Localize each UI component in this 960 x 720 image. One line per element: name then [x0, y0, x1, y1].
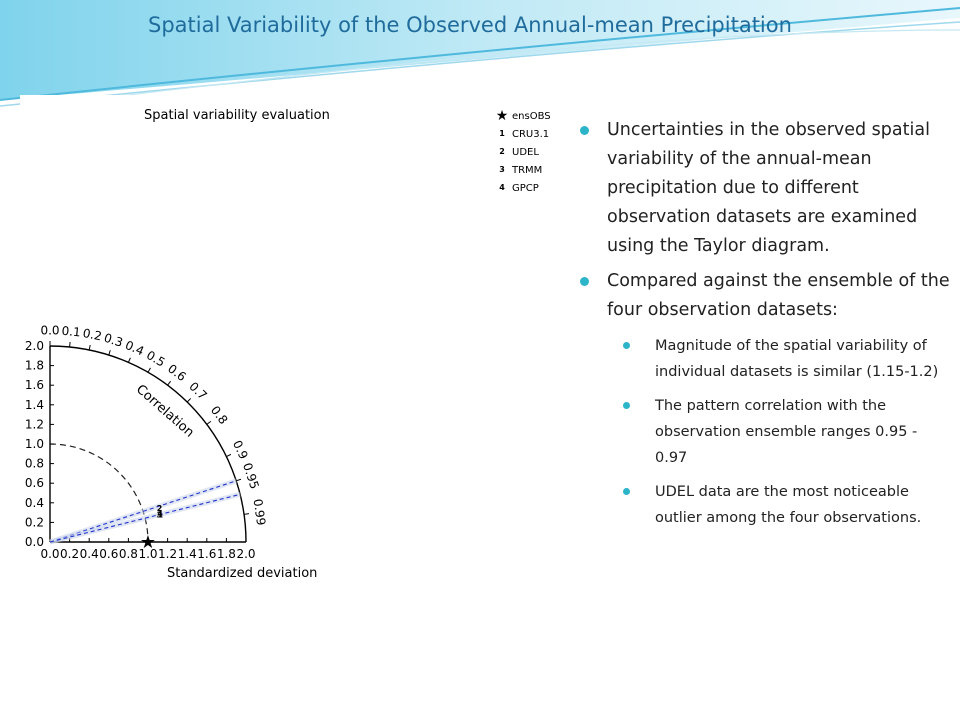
legend-marker-reference: ★	[496, 108, 509, 124]
x-tick-label: 0.2	[60, 547, 79, 561]
y-tick-label: 1.8	[25, 359, 44, 373]
y-tick-label: 0.6	[25, 476, 44, 490]
correlation-tick-label: 0.6	[165, 361, 189, 384]
legend-marker: 3	[499, 165, 505, 174]
x-tick-label: 0.4	[80, 547, 99, 561]
bound-ray	[49, 480, 237, 543]
data-point-trmm: 3	[157, 511, 163, 520]
x-tick-label: 1.8	[217, 547, 236, 561]
header-wave-decoration	[0, 0, 960, 107]
y-tick-label: 0.0	[25, 535, 44, 549]
sub-bullet-item: The pattern correlation with the observa…	[623, 393, 950, 471]
correlation-tick-mark	[127, 357, 131, 363]
correlation-tick-label: 0.9	[230, 438, 251, 461]
correlation-axis-label: Correlation	[133, 382, 197, 441]
y-tick-label: 0.8	[25, 457, 44, 471]
x-axis-label: Standardized deviation	[167, 566, 317, 581]
correlation-tick-mark	[147, 367, 151, 373]
correlation-tick-mark	[226, 453, 232, 458]
y-tick-label: 1.2	[25, 417, 44, 431]
taylor-diagram: 0.00.00.20.20.40.40.60.60.80.81.01.01.21…	[20, 95, 570, 595]
legend-label: CRU3.1	[512, 129, 549, 140]
x-tick-label: 1.6	[197, 547, 216, 561]
correlation-tick-mark	[186, 398, 192, 403]
sub-bullet-item: UDEL data are the most noticeable outlie…	[623, 479, 950, 531]
correlation-tick-mark	[243, 513, 250, 515]
x-tick-label: 0.6	[99, 547, 118, 561]
x-tick-label: 1.0	[138, 547, 157, 561]
reference-point-star: ★	[140, 532, 156, 553]
x-tick-label: 1.4	[178, 547, 197, 561]
bullet-item: Uncertainties in the observed spatial va…	[578, 116, 950, 261]
correlation-tick-mark	[69, 341, 71, 348]
legend-marker: 2	[499, 147, 505, 156]
correlation-tick-label: 0.8	[208, 403, 231, 427]
legend-label-reference: ensOBS	[512, 111, 551, 122]
bullet-item: Compared against the ensemble of the fou…	[578, 267, 950, 325]
correlation-tick-label: 0.99	[251, 498, 269, 526]
correlation-tick-mark	[236, 478, 242, 482]
y-tick-label: 1.0	[25, 437, 44, 451]
x-tick-label: 0.0	[40, 547, 59, 561]
data-point-gpcp: 4	[157, 509, 163, 518]
chart-axes	[49, 345, 247, 543]
slide-title: Spatial Variability of the Observed Annu…	[148, 13, 792, 37]
y-tick-label: 2.0	[25, 339, 44, 353]
legend-label: GPCP	[512, 183, 539, 194]
y-tick-label: 1.4	[25, 398, 44, 412]
correlation-tick-label: 0.95	[240, 461, 262, 491]
chart-ticks: 0.00.00.20.20.40.40.60.60.80.81.01.01.21…	[25, 324, 268, 562]
y-tick-label: 1.6	[25, 378, 44, 392]
legend-label: UDEL	[512, 147, 539, 158]
chart-legend: ★ ensOBS 1 CRU3.1 2 UDEL 3 TRMM 4 GPCP	[496, 108, 551, 194]
legend-label: TRMM	[511, 165, 542, 176]
data-point-cru3-1: 1	[157, 510, 163, 519]
x-tick-label: 0.8	[119, 547, 138, 561]
correlation-tick-label: 0.4	[123, 338, 146, 358]
y-tick-label: 0.4	[25, 496, 44, 510]
correlation-tick-mark	[206, 420, 212, 425]
correlation-tick-mark	[108, 350, 111, 356]
correlation-tick-label: 0.5	[144, 348, 168, 370]
correlation-tick-mark	[88, 344, 91, 351]
y-tick-label: 0.2	[25, 515, 44, 529]
correlation-tick-mark	[167, 380, 172, 386]
x-tick-label: 1.2	[158, 547, 177, 561]
outer-correlation-arc	[49, 345, 247, 543]
data-point-udel: 2	[157, 504, 163, 513]
chart-title: Spatial variability evaluation	[144, 108, 330, 123]
bullet-list: Uncertainties in the observed spatial va…	[578, 116, 950, 537]
legend-marker: 4	[499, 183, 505, 192]
x-tick-label: 2.0	[236, 547, 255, 561]
correlation-tick-label: 0.3	[102, 331, 124, 350]
correlation-tick-label: 0.1	[61, 324, 81, 340]
correlation-tick-label: 0.0	[40, 324, 59, 338]
reference-std-arc	[49, 443, 149, 543]
correlation-tick-label: 0.2	[82, 326, 104, 344]
bound-ray	[49, 493, 241, 543]
sub-bullet-item: Magnitude of the spatial variability of …	[623, 333, 950, 385]
legend-marker: 1	[499, 129, 505, 138]
